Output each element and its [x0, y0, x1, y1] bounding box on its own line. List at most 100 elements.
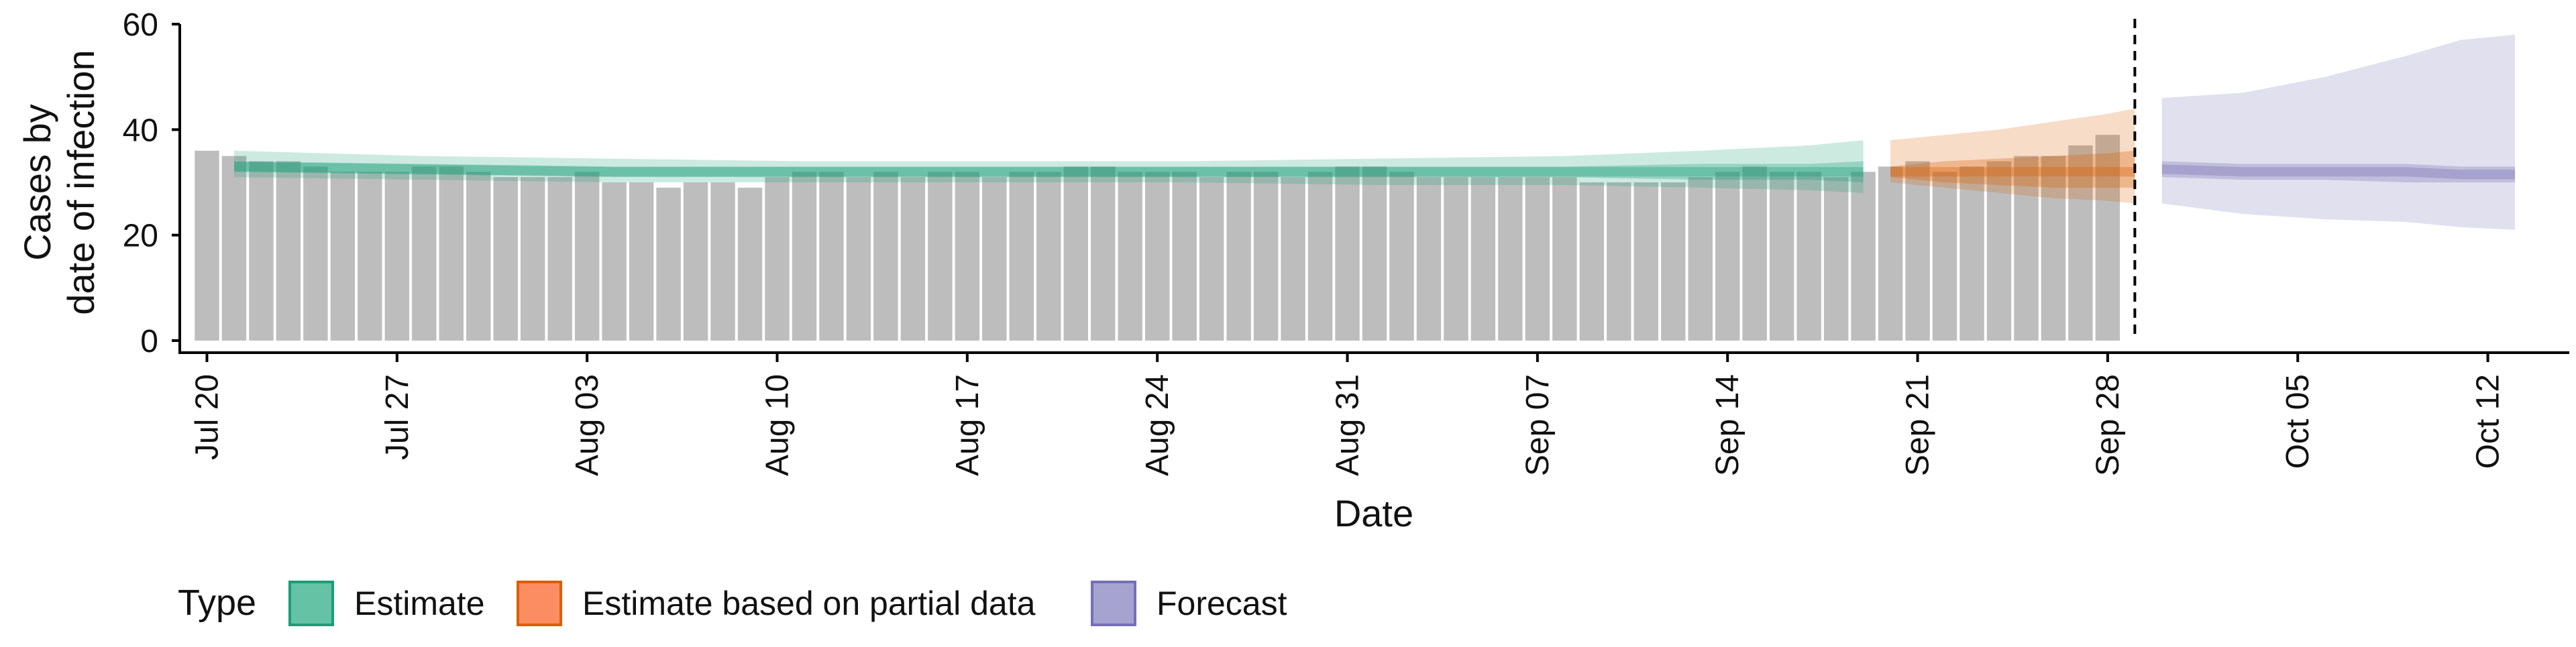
bars-layer [195, 135, 2121, 341]
x-tick-label-5: Aug 24 [1140, 374, 1175, 476]
bar-56 [1715, 172, 1740, 341]
bar-8 [412, 166, 437, 341]
bar-60 [1823, 177, 1849, 341]
bar-43 [1362, 166, 1387, 341]
bar-52 [1607, 182, 1631, 341]
series-estimate [234, 140, 1864, 193]
bar-46 [1444, 177, 1468, 341]
bar-0 [195, 150, 219, 341]
bar-37 [1199, 177, 1224, 341]
bar-19 [710, 182, 735, 341]
x-tick-label-10: Sep 28 [2090, 374, 2126, 476]
bar-59 [1796, 172, 1821, 341]
legend-key-forecast [1091, 581, 1136, 626]
bar-67 [2014, 156, 2039, 341]
bar-9 [439, 166, 464, 341]
bar-26 [900, 177, 926, 341]
bar-3 [276, 161, 301, 341]
legend-title: Type [178, 583, 256, 623]
bar-25 [873, 172, 898, 341]
bar-40 [1281, 177, 1305, 341]
bar-20 [737, 187, 763, 341]
series-forecast-inner-band [2161, 161, 2515, 182]
bar-69 [2068, 145, 2093, 341]
bar-30 [1009, 172, 1034, 341]
bar-21 [765, 177, 790, 341]
x-ticks: Jul 20 Jul 27 Aug 03 Aug 10 Aug 17 Aug 24 Aug … [190, 353, 2506, 476]
x-tick-label-0: Jul 20 [190, 374, 225, 460]
bar-70 [2095, 135, 2121, 341]
bar-35 [1144, 172, 1170, 341]
bar-42 [1335, 166, 1360, 341]
x-tick-label-9: Sep 21 [1900, 374, 1936, 476]
x-tick-label-3: Aug 10 [760, 374, 796, 476]
legend-item-partial: Estimate based on partial data [517, 581, 1036, 626]
bar-28 [955, 172, 980, 341]
x-axis-title: Date [1334, 492, 1413, 534]
axes-layer [178, 24, 2569, 354]
bar-11 [493, 177, 518, 341]
series-forecast-outer-band [2161, 34, 2515, 230]
bar-4 [303, 166, 328, 341]
bar-62 [1878, 166, 1903, 341]
y-ticks: 0 20 40 60 [123, 7, 180, 359]
x-tick-label-1: Jul 27 [380, 374, 415, 460]
bar-15 [602, 182, 627, 341]
bar-29 [982, 177, 1007, 341]
bar-54 [1661, 182, 1686, 341]
bar-27 [928, 172, 953, 341]
bar-50 [1552, 177, 1577, 341]
x-tick-label-12: Oct 12 [2471, 374, 2506, 469]
bar-61 [1851, 172, 1876, 341]
series-partial-median-band [1890, 167, 2135, 177]
bar-13 [547, 177, 572, 341]
bar-17 [656, 187, 681, 341]
bar-53 [1633, 182, 1658, 341]
bar-22 [792, 172, 817, 341]
legend-label-partial: Estimate based on partial data [582, 585, 1036, 622]
bar-58 [1769, 172, 1794, 341]
bar-38 [1226, 172, 1251, 341]
x-tick-label-8: Sep 14 [1710, 374, 1746, 476]
series-estimate-inner-band [234, 161, 1864, 182]
bar-31 [1036, 172, 1061, 341]
bar-39 [1253, 172, 1279, 341]
bar-1 [221, 156, 247, 341]
bar-7 [384, 172, 410, 341]
bar-66 [1986, 161, 2012, 341]
bar-57 [1742, 166, 1767, 341]
bar-36 [1172, 172, 1197, 341]
series-forecast [2161, 34, 2515, 230]
legend-key-partial [517, 581, 562, 626]
bar-12 [520, 177, 545, 341]
bar-49 [1525, 177, 1550, 341]
legend-item-estimate: Estimate [288, 581, 485, 626]
bar-41 [1307, 172, 1333, 341]
legend-label-forecast: Forecast [1157, 585, 1287, 622]
bar-6 [358, 172, 382, 341]
legend-item-forecast: Forecast [1091, 581, 1287, 626]
bar-65 [1960, 166, 1984, 341]
bar-51 [1579, 182, 1605, 341]
legend-key-estimate [288, 581, 334, 626]
series-forecast-median-band [2161, 164, 2515, 180]
legend: Type Estimate Estimate based on partial … [178, 581, 1287, 626]
bands-layer [234, 34, 2515, 230]
bar-5 [330, 172, 356, 341]
bar-10 [466, 172, 491, 341]
y-axis-title-line-2: date of infection [60, 50, 102, 314]
bar-14 [574, 172, 600, 341]
bar-44 [1389, 172, 1414, 341]
bar-48 [1498, 177, 1523, 341]
x-tick-label-4: Aug 17 [950, 374, 985, 476]
bar-63 [1905, 161, 1930, 341]
bar-18 [683, 182, 708, 341]
bar-2 [249, 161, 274, 341]
x-tick-label-7: Sep 07 [1520, 374, 1556, 476]
bar-24 [846, 177, 871, 341]
bar-47 [1470, 177, 1496, 341]
series-estimate-median-band [234, 162, 1864, 177]
bar-16 [629, 182, 654, 341]
